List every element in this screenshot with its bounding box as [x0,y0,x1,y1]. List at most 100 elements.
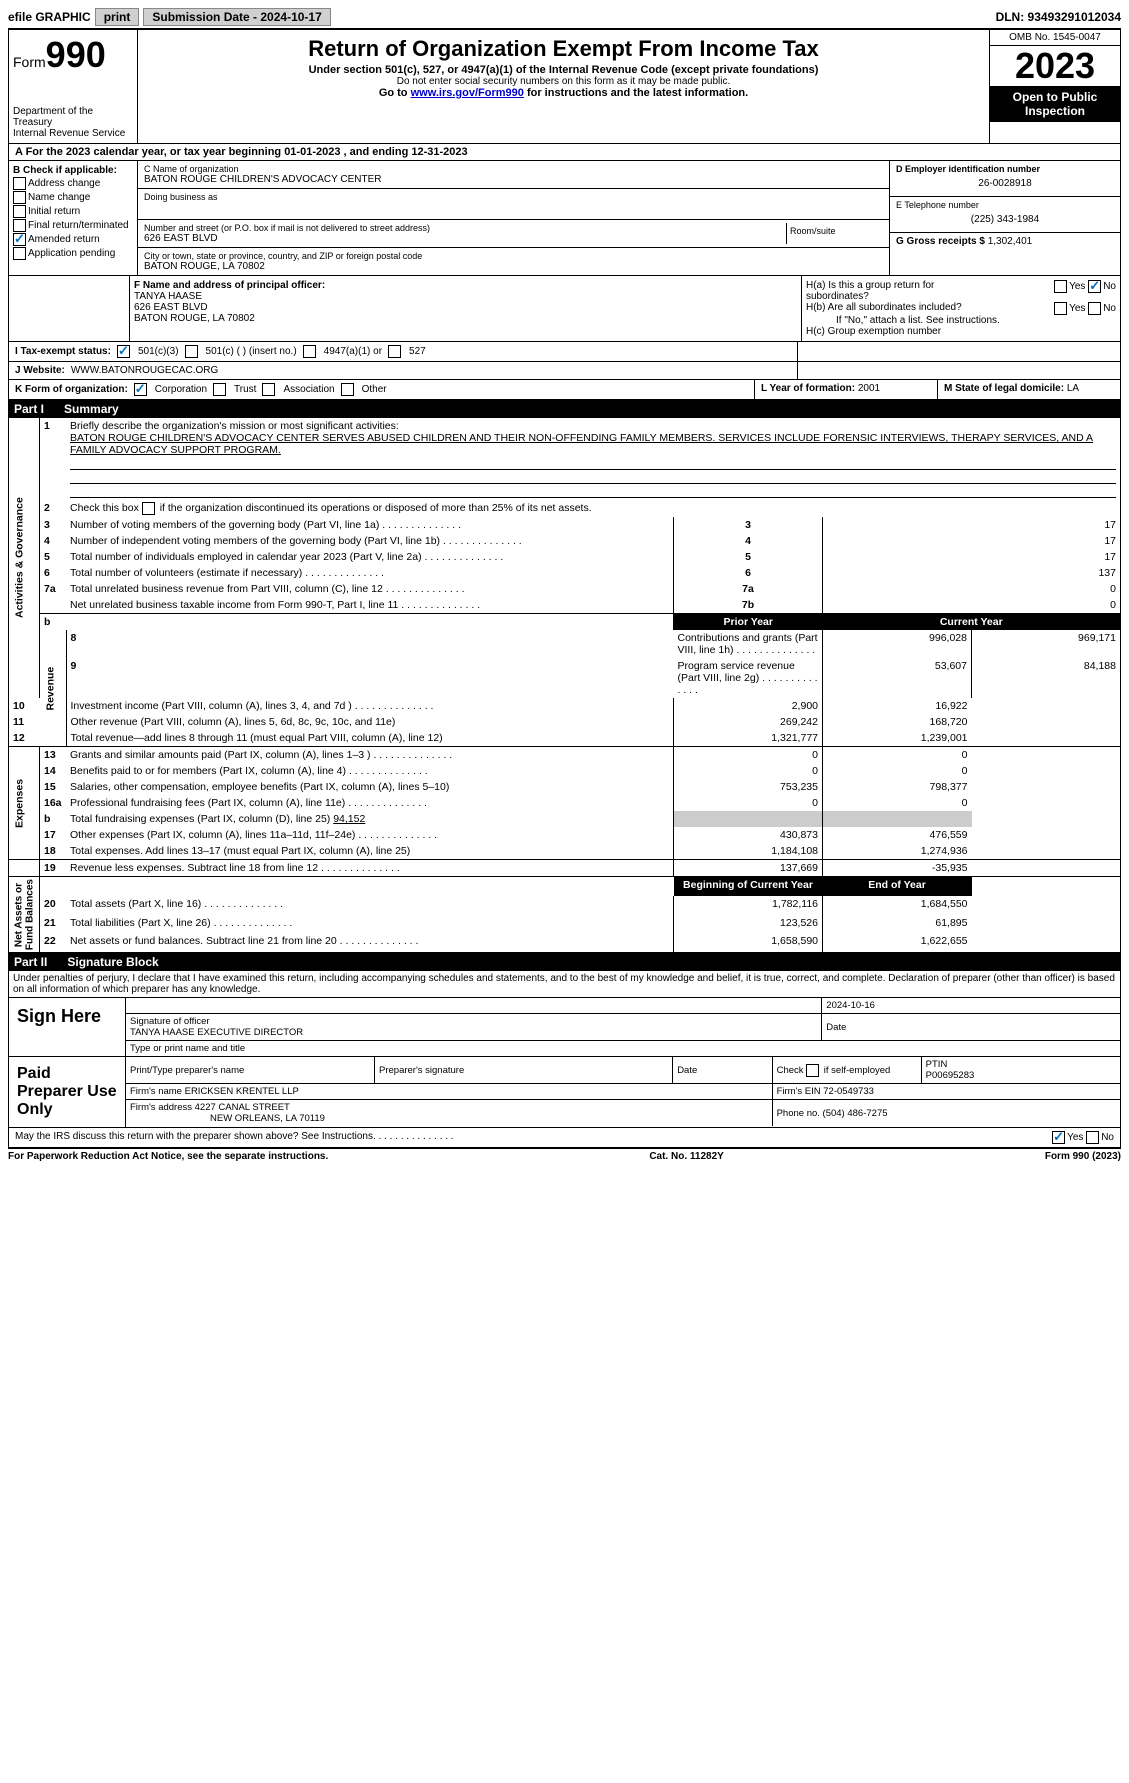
ha-yes: Yes [1069,281,1085,292]
c8: 969,171 [972,630,1121,658]
dln: DLN: 93493291012034 [996,10,1121,24]
4947-check[interactable] [303,345,316,358]
footer-mid: Cat. No. 11282Y [649,1151,723,1162]
p11: 269,242 [674,714,823,730]
q19-label: Revenue less expenses. Subtract line 18 … [70,862,318,874]
form-num: 990 [46,34,106,75]
ptin-label: PTIN [926,1059,948,1070]
p19: 137,669 [674,860,823,877]
prep-date-label: Date [673,1057,772,1084]
v7a: 0 [823,581,1121,597]
final-return[interactable]: Final return/terminated [13,219,133,232]
c9: 84,188 [972,658,1121,698]
irs-link[interactable]: www.irs.gov/Form990 [411,87,524,99]
c11: 168,720 [823,714,972,730]
firm-addr2: NEW ORLEANS, LA 70119 [130,1113,325,1124]
hb-note: If "No," attach a list. See instructions… [806,315,1116,326]
q15-label: Salaries, other compensation, employee b… [70,781,449,793]
527-check[interactable] [388,345,401,358]
q1-label: Briefly describe the organization's miss… [70,420,399,432]
blank-line-2 [70,470,1116,484]
street-value: 626 EAST BLVD [144,233,786,244]
q3-label: Number of voting members of the governin… [70,519,379,531]
hc-label: H(c) Group exemption number [806,326,1116,337]
amended-label: Amended return [28,234,100,245]
corp-check[interactable] [134,383,147,396]
box-b-label: B Check if applicable: [13,165,117,176]
ptin-value: P00695283 [926,1070,975,1081]
hb-label: H(b) Are all subordinates included? [806,302,986,315]
501c-check[interactable] [185,345,198,358]
other-check[interactable] [341,383,354,396]
p20: 1,782,116 [674,896,823,915]
v6: 137 [823,565,1121,581]
sign-here-block: Sign Here 2024-10-16 Signature of office… [8,998,1121,1057]
discuss-no: No [1101,1132,1114,1143]
q13-label: Grants and similar amounts paid (Part IX… [70,749,371,761]
p16a: 0 [674,795,823,811]
q10-label: Investment income (Part VIII, column (A)… [71,700,352,712]
gross-label: G Gross receipts $ [896,236,985,247]
name-change[interactable]: Name change [13,191,133,204]
ein-label2: Firm's EIN [777,1086,824,1097]
phone-label: E Telephone number [896,200,1114,210]
discuss-yes-check[interactable] [1052,1131,1065,1144]
l-label: L Year of formation: [761,383,855,394]
p15: 753,235 [674,779,823,795]
app-pending[interactable]: Application pending [13,247,133,260]
q16b-label: Total fundraising expenses (Part IX, col… [70,813,333,825]
addr-change[interactable]: Address change [13,177,133,190]
hb-no: No [1103,303,1116,314]
discuss-yes: Yes [1067,1132,1083,1143]
officer-name: TANYA HAASE [134,291,202,302]
form-title: Return of Organization Exempt From Incom… [142,36,985,62]
assoc-label: Association [283,384,334,395]
p18: 1,184,108 [674,843,823,860]
v7b: 0 [823,597,1121,614]
q6-label: Total number of volunteers (estimate if … [70,567,302,579]
m-label: M State of legal domicile: [944,383,1064,394]
q5-label: Total number of individuals employed in … [70,551,422,563]
row-klm: K Form of organization: Corporation Trus… [8,380,1121,400]
trust-check[interactable] [213,383,226,396]
self-emp-check[interactable] [806,1064,819,1077]
final-label: Final return/terminated [28,220,129,231]
website-value: WWW.BATONROUGECAC.ORG [71,365,218,376]
q16a-label: Professional fundraising fees (Part IX, … [70,797,345,809]
phone-value: (225) 343-1984 [896,210,1114,229]
sig-date: 2024-10-16 [822,998,1120,1014]
amended-return[interactable]: Amended return [13,233,133,246]
prep-print-label: Print/Type preparer's name [126,1057,375,1084]
sig-date-label: Date [822,1014,1120,1041]
sig-intro: Under penalties of perjury, I declare th… [8,971,1121,998]
hdr-current: Current Year [823,614,1121,631]
print-button[interactable]: print [95,8,140,26]
city-label: City or town, state or province, country… [144,251,883,261]
period-row: A For the 2023 calendar year, or tax yea… [8,144,1121,161]
org-name: BATON ROUGE CHILDREN'S ADVOCACY CENTER [144,174,883,185]
open-to-public: Open to Public Inspection [990,86,1120,122]
corp-label: Corporation [155,384,207,395]
sign-here-label: Sign Here [9,998,126,1056]
q2-check[interactable] [142,502,155,515]
section-expenses: Expenses [9,747,40,860]
city-value: BATON ROUGE, LA 70802 [144,261,883,272]
firm-addr-label: Firm's address [130,1102,195,1113]
initial-return[interactable]: Initial return [13,205,133,218]
part2-title: Signature Block [67,955,158,969]
sig-officer-label: Signature of officer [130,1016,210,1027]
assoc-check[interactable] [262,383,275,396]
firm-addr1: 4227 CANAL STREET [195,1102,290,1113]
k-label: K Form of organization: [15,384,128,395]
self-emp-text: Check if self-employed [777,1065,891,1076]
officer-addr1: 626 EAST BLVD [134,302,208,313]
discuss-no-check[interactable] [1086,1131,1099,1144]
section-revenue: Revenue [40,630,67,747]
box-c: C Name of organization BATON ROUGE CHILD… [138,161,890,275]
hdr-begin: Beginning of Current Year [674,877,823,896]
firm-phone: (504) 486-7275 [823,1108,888,1119]
501c3-check[interactable] [117,345,130,358]
street-label: Number and street (or P.O. box if mail i… [144,223,786,233]
hdr-end: End of Year [823,877,972,896]
q16b-val: 94,152 [333,813,365,825]
